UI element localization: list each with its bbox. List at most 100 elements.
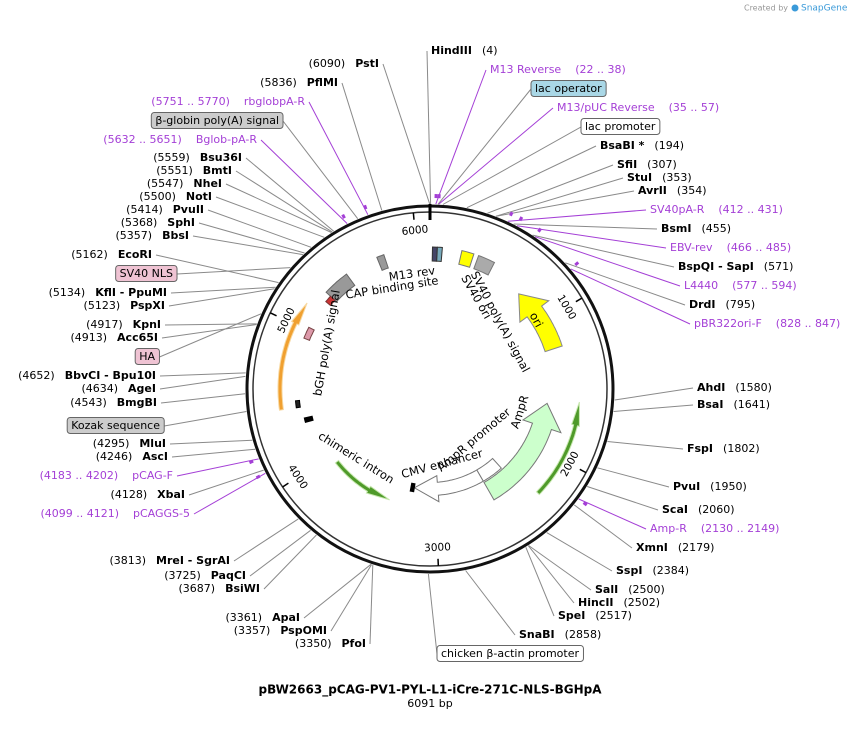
- primer-mark: [582, 501, 588, 507]
- leader-line: [369, 564, 374, 645]
- ruler-label: 3000: [424, 541, 451, 554]
- leader-line: [168, 288, 275, 307]
- primer-name: pCAG-F: [132, 469, 173, 482]
- site-position: (5500): [139, 190, 176, 203]
- site-position: (5162): [71, 248, 108, 261]
- leader-line: [235, 170, 333, 233]
- marker-block: [409, 482, 416, 493]
- leader-line: [465, 570, 516, 636]
- primer-range: (35 .. 57): [669, 101, 720, 114]
- site-name: KpnI: [133, 318, 161, 331]
- site-name: PflMI: [307, 76, 338, 89]
- feature-box: [530, 80, 607, 97]
- site-name: AvrII: [638, 184, 667, 197]
- site-name: PstI: [355, 57, 379, 70]
- leader-line: [578, 498, 647, 530]
- primer-mark: [518, 216, 524, 222]
- ruler-label: 4000: [285, 463, 310, 492]
- map-ring: [245, 194, 615, 574]
- leader-line: [528, 545, 592, 591]
- ruler-label: 6000: [401, 223, 429, 237]
- site-name: NotI: [186, 190, 212, 203]
- primer-range: (5632 .. 5651): [103, 133, 182, 146]
- feature-box: [134, 348, 160, 365]
- ring-outer: [245, 204, 615, 574]
- leader-line: [442, 126, 582, 205]
- site-position: (2384): [652, 564, 689, 577]
- site-name: AgeI: [128, 382, 156, 395]
- primer-name: SV40pA-R: [650, 203, 705, 216]
- site-name: SpeI: [558, 609, 585, 622]
- primer-name: M13/pUC Reverse: [557, 101, 655, 114]
- feature-box-label: HA: [139, 350, 155, 363]
- leader-line: [308, 101, 369, 215]
- site-name: BsiWI: [225, 582, 260, 595]
- site-position: (571): [764, 260, 794, 273]
- leader-line: [233, 518, 299, 562]
- primer-name: pBR322ori-F: [694, 317, 762, 330]
- site-name: BbvCI - Bpu10I: [65, 369, 156, 382]
- leader-line: [161, 324, 257, 339]
- primer-mark: [509, 211, 514, 217]
- site-position: (5547): [147, 177, 184, 190]
- primer-mark: [537, 227, 542, 233]
- feature-box: [66, 417, 165, 434]
- site-position: (1641): [733, 398, 770, 411]
- primer-range: (2130 .. 2149): [701, 522, 780, 535]
- site-name: SfiI: [617, 158, 637, 171]
- feature-box-label: lac promoter: [585, 120, 656, 133]
- site-position: (194): [654, 139, 684, 152]
- site-position: (5414): [126, 203, 163, 216]
- leader-line: [597, 467, 670, 488]
- site-name: PspOMI: [280, 624, 327, 637]
- leader-line: [207, 209, 312, 248]
- site-name: Acc65I: [117, 331, 158, 344]
- leader-line: [303, 563, 372, 619]
- site-name: BbsI: [162, 229, 189, 242]
- site-position: (4295): [93, 437, 130, 450]
- bgh-signal-block: [325, 273, 356, 303]
- site-position: (2500): [628, 583, 665, 596]
- ori-arrow: [518, 293, 563, 353]
- primer-name: L4440: [684, 279, 718, 292]
- site-name: SnaBI: [519, 628, 555, 641]
- site-name: AhdI: [697, 381, 725, 394]
- lac-block: [436, 246, 443, 263]
- leader-line: [426, 50, 432, 205]
- feature-box-label: β-globin poly(A) signal: [155, 114, 279, 127]
- ampr-arrow: [483, 402, 562, 501]
- leader-line: [532, 234, 675, 268]
- site-position: (4634): [81, 382, 118, 395]
- credit-brand: SnapGene: [801, 4, 848, 14]
- site-name: BmgBI: [117, 396, 157, 409]
- site-name: PfoI: [342, 637, 367, 650]
- leader-line: [282, 120, 359, 220]
- site-name: ApaI: [272, 611, 300, 624]
- site-position: (4): [482, 44, 498, 57]
- primer-name: Amp-R: [650, 522, 687, 535]
- leader-line: [382, 63, 431, 205]
- leader-line: [546, 532, 613, 572]
- feature-box-label: SV40 NLS: [120, 267, 173, 280]
- site-position: (4246): [96, 450, 133, 463]
- site-position: (2502): [624, 596, 661, 609]
- site-name: BmtI: [203, 164, 232, 177]
- site-position: (4917): [86, 318, 123, 331]
- feature-box-label: lac operator: [535, 82, 602, 95]
- feature-box: [436, 645, 584, 662]
- leader-line: [534, 236, 681, 287]
- site-position: (3725): [164, 569, 201, 582]
- primer-range: (22 .. 38): [575, 63, 626, 76]
- leader-line: [155, 254, 279, 284]
- leader-line: [263, 534, 317, 590]
- sv40-ori-block: [473, 254, 496, 276]
- site-position: (2858): [565, 628, 602, 641]
- site-position: (354): [677, 184, 707, 197]
- site-name: ScaI: [662, 503, 688, 516]
- ruler-tick: [412, 212, 415, 220]
- primer-range: (577 .. 594): [732, 279, 797, 292]
- labels: Created by SnapGene pBW2663_pCAG-PV1-PYL…: [18, 4, 848, 711]
- site-position: (3813): [109, 554, 146, 567]
- leader-line: [188, 469, 264, 496]
- primer-range: (4183 .. 4202): [40, 469, 119, 482]
